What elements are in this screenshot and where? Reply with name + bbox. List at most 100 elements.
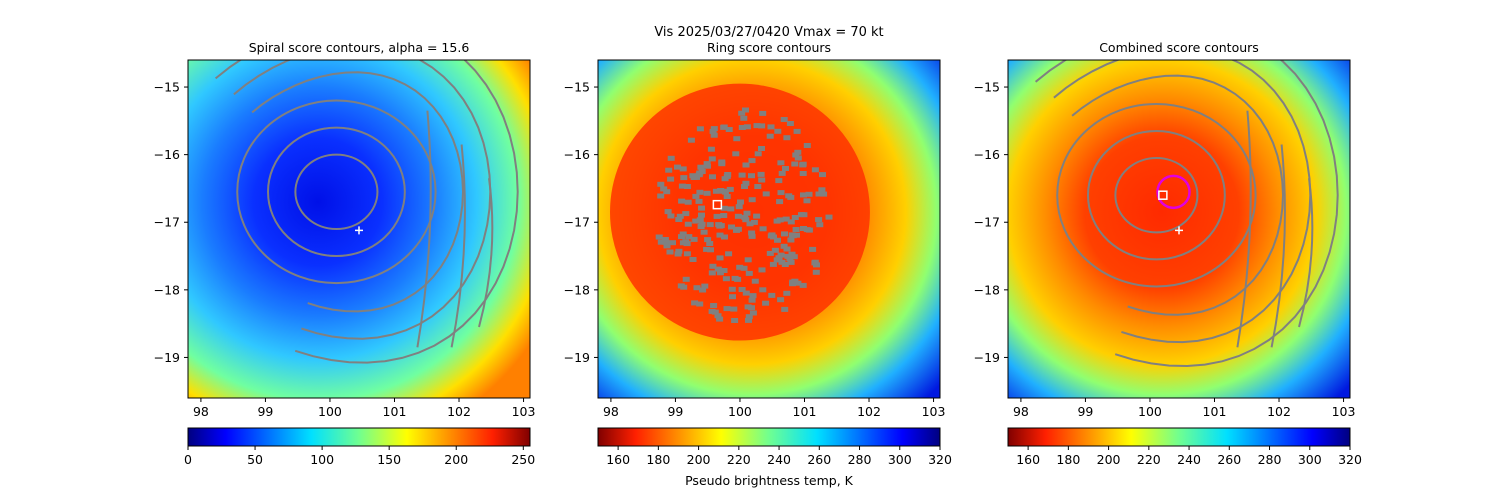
ring-score-pixel	[700, 229, 708, 235]
contour-line	[233, 60, 492, 340]
y-axis: −15 −16 −17 −18 −19	[974, 80, 1008, 365]
ring-score-pixel	[698, 205, 705, 211]
ring-score-pixel	[709, 263, 717, 269]
ring-score-pixel	[743, 124, 751, 130]
ring-score-pixel	[680, 284, 688, 290]
ring-score-pixel	[816, 222, 824, 228]
ring-score-pixel	[785, 193, 793, 199]
ring-score-pixel	[667, 155, 675, 161]
ring-score-pixel	[697, 164, 705, 170]
colorbar-tick-label: 280	[1258, 452, 1282, 467]
ring-score-pixel	[758, 177, 766, 183]
x-axis: 98 99 100 101 102 103	[603, 398, 945, 419]
ring-score-pixel	[775, 178, 783, 184]
contour-line	[214, 60, 519, 364]
ring-score-pixel	[683, 251, 691, 257]
contour-line	[1034, 60, 1339, 368]
colorbar-tick-label: 160	[1016, 452, 1040, 467]
colorbar-tick-label: 100	[310, 452, 334, 467]
ring-score-pixel	[684, 199, 692, 205]
ring-score-pixel	[657, 181, 665, 187]
ring-score-pixel	[731, 275, 739, 281]
combined-contours	[1034, 60, 1339, 368]
ring-score-pixel	[674, 164, 681, 170]
ring-score-pixel	[733, 227, 740, 233]
ring-score-pixel	[793, 128, 801, 134]
ring-score-pixel	[704, 237, 712, 243]
ring-score-pixel	[759, 287, 767, 293]
y-tick-label: −19	[154, 350, 180, 365]
ring-score-pixel	[782, 216, 790, 222]
ring-score-pixel	[698, 212, 705, 218]
ring-score-pixel	[730, 306, 738, 312]
ring-score-pixel	[666, 249, 674, 255]
ring-score-pixel	[748, 173, 755, 179]
colorbar: 0 50 100 150 200 250	[184, 427, 535, 467]
ring-score-pixel	[758, 146, 765, 151]
ring-score-pixel	[777, 190, 785, 196]
ring-score-pixel	[787, 259, 795, 265]
ring-score-pixel	[740, 115, 748, 121]
ring-score-pixel	[663, 189, 671, 195]
ring-score-pixel	[660, 186, 668, 192]
ring-score-pixel	[693, 285, 701, 291]
ring-score-pixel	[794, 155, 802, 161]
ring-score-pixel	[754, 151, 762, 157]
ring-score-pixel	[742, 290, 750, 296]
colorbar-tick-label: 160	[606, 452, 630, 467]
ring-score-pixel	[738, 172, 746, 178]
ring-score-pixel	[678, 198, 686, 204]
ring-score-pixel	[675, 217, 683, 222]
y-tick-label: −18	[974, 282, 1000, 297]
ring-score-pixel	[786, 121, 794, 126]
ring-score-pixel	[782, 166, 789, 171]
ring-score-pixel	[683, 184, 691, 189]
contour-line	[1114, 157, 1199, 234]
marker-layer	[355, 226, 363, 235]
plot-frame	[597, 59, 941, 399]
x-tick-label: 102	[1267, 404, 1291, 419]
ring-score-pixel	[723, 194, 731, 199]
ring-score-pixel	[805, 191, 813, 197]
contour-line	[1056, 102, 1257, 288]
ring-score-pixel	[695, 198, 703, 204]
marker-layer	[1158, 190, 1183, 235]
ring-score-pixel	[777, 297, 785, 303]
ring-score-pixel	[696, 189, 704, 195]
ring-score-pixel	[695, 172, 703, 178]
ring-score-pixel	[675, 248, 683, 254]
ring-score-pixel	[811, 259, 819, 265]
ring-score-pixel	[721, 176, 729, 182]
ring-score-pixel	[725, 127, 733, 132]
ring-score-pixel	[738, 110, 746, 116]
contour-line	[267, 126, 406, 258]
ring-score-pixel	[716, 223, 724, 229]
ring-score-pixel	[766, 133, 774, 139]
x-tick-label: 102	[447, 404, 471, 419]
ring-score-pixel	[774, 128, 782, 134]
ring-score-pixel	[708, 156, 716, 162]
ring-score-pixel	[751, 278, 759, 284]
eye-disk	[610, 83, 870, 341]
ring-score-pixel	[713, 213, 721, 219]
colorbar: 160 180 200 220 240 260 280 300 320	[1007, 427, 1362, 467]
ring-score-pixel	[716, 270, 724, 276]
ring-score-pixel	[762, 300, 770, 306]
ring-score-pixel	[682, 211, 690, 217]
center-square-marker	[712, 199, 723, 210]
y-tick-label: −16	[154, 147, 180, 162]
ring-score-pixel	[737, 199, 744, 205]
ring-score-pixel	[815, 217, 823, 223]
ring-score-pixel	[679, 240, 687, 246]
colorbar-tick-label: 260	[1217, 452, 1241, 467]
ring-score-pixel	[766, 250, 774, 256]
ring-score-pixel	[736, 264, 744, 270]
x-tick-label: 103	[1332, 404, 1356, 419]
colorbar-tick-label: 200	[1097, 452, 1121, 467]
ring-score-pixel	[767, 124, 775, 130]
colorbar-tick-label: 180	[1056, 452, 1080, 467]
x-tick-label: 98	[603, 404, 619, 419]
y-tick-label: −15	[974, 80, 1000, 95]
ring-score-pixel	[762, 191, 770, 197]
ring-score-pixel	[745, 270, 753, 276]
